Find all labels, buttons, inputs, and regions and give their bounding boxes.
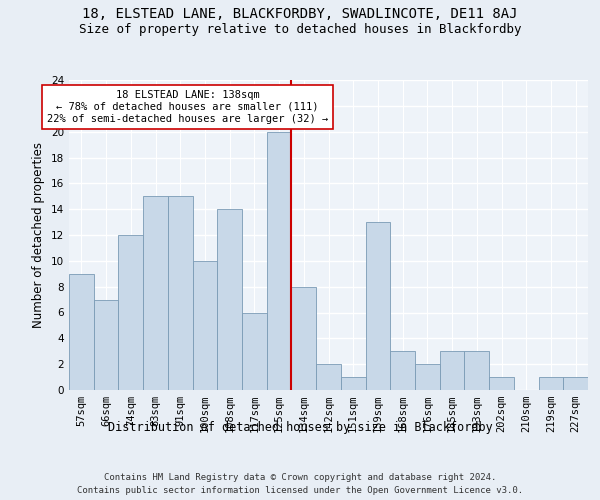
Bar <box>242 312 267 390</box>
Bar <box>440 351 464 390</box>
Bar <box>193 261 217 390</box>
Text: 18, ELSTEAD LANE, BLACKFORDBY, SWADLINCOTE, DE11 8AJ: 18, ELSTEAD LANE, BLACKFORDBY, SWADLINCO… <box>82 8 518 22</box>
Bar <box>292 286 316 390</box>
Text: Distribution of detached houses by size in Blackfordby: Distribution of detached houses by size … <box>107 421 493 434</box>
Bar <box>168 196 193 390</box>
Bar <box>94 300 118 390</box>
Text: Contains public sector information licensed under the Open Government Licence v3: Contains public sector information licen… <box>77 486 523 495</box>
Bar <box>390 351 415 390</box>
Bar <box>217 209 242 390</box>
Bar <box>69 274 94 390</box>
Bar <box>316 364 341 390</box>
Bar <box>341 377 365 390</box>
Bar <box>489 377 514 390</box>
Bar <box>563 377 588 390</box>
Bar <box>267 132 292 390</box>
Bar <box>415 364 440 390</box>
Text: 18 ELSTEAD LANE: 138sqm
← 78% of detached houses are smaller (111)
22% of semi-d: 18 ELSTEAD LANE: 138sqm ← 78% of detache… <box>47 90 328 124</box>
Y-axis label: Number of detached properties: Number of detached properties <box>32 142 46 328</box>
Bar <box>365 222 390 390</box>
Text: Size of property relative to detached houses in Blackfordby: Size of property relative to detached ho… <box>79 22 521 36</box>
Bar <box>539 377 563 390</box>
Bar <box>118 235 143 390</box>
Text: Contains HM Land Registry data © Crown copyright and database right 2024.: Contains HM Land Registry data © Crown c… <box>104 472 496 482</box>
Bar <box>464 351 489 390</box>
Bar <box>143 196 168 390</box>
